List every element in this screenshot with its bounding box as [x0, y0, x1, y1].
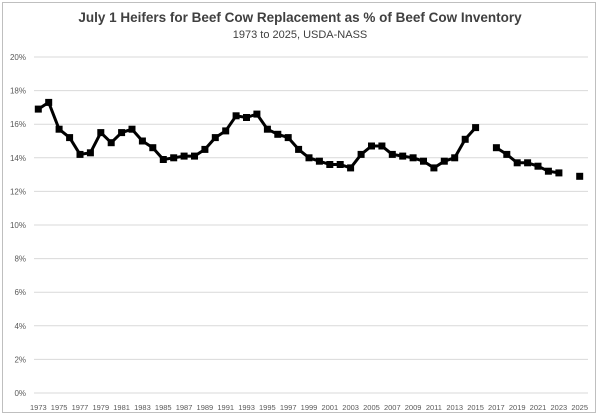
x-tick-label: 2009 — [405, 403, 422, 412]
data-point — [544, 167, 552, 175]
data-point — [253, 110, 261, 118]
series-line — [37, 100, 560, 175]
chart-title: July 1 Heifers for Beef Cow Replacement … — [78, 10, 522, 25]
data-point — [472, 124, 480, 132]
x-tick-label: 2007 — [384, 403, 401, 412]
x-tick-label: 2019 — [509, 403, 526, 412]
x-tick-label: 1987 — [176, 403, 193, 412]
x-tick-label: 1999 — [301, 403, 318, 412]
x-tick-label: 1983 — [134, 403, 151, 412]
data-point — [409, 154, 417, 162]
x-tick-label: 1977 — [72, 403, 89, 412]
y-tick-label: 14% — [10, 154, 26, 163]
data-point — [555, 169, 563, 177]
x-tick-label: 1995 — [259, 403, 276, 412]
data-point — [263, 125, 271, 133]
x-tick-label: 1989 — [197, 403, 214, 412]
x-tick-label: 1985 — [155, 403, 172, 412]
y-axis-ticks: 0% 2% 4% 6% 8% 10% 12% 14% 16% 18% 20% — [10, 53, 26, 398]
data-point — [440, 157, 448, 165]
x-tick-label: 2003 — [342, 403, 359, 412]
y-tick-label: 12% — [10, 187, 26, 196]
data-point — [232, 112, 240, 120]
data-point — [97, 129, 105, 137]
data-point — [326, 161, 334, 168]
x-tick-label: 2001 — [321, 403, 338, 412]
data-point — [201, 145, 209, 153]
series-points — [34, 98, 584, 180]
chart-subtitle: 1973 to 2025, USDA-NASS — [232, 29, 368, 41]
data-point — [45, 98, 53, 106]
y-tick-label: 2% — [14, 355, 26, 364]
data-point — [191, 152, 198, 160]
data-point — [284, 134, 292, 142]
data-point — [420, 157, 427, 165]
data-point — [159, 156, 167, 163]
data-point — [451, 154, 459, 162]
data-point — [107, 139, 115, 147]
x-tick-label: 2025 — [571, 403, 588, 412]
y-tick-label: 18% — [10, 87, 26, 96]
data-point — [295, 145, 303, 153]
x-tick-label: 1997 — [280, 403, 297, 412]
y-tick-label: 0% — [14, 389, 26, 398]
data-point — [118, 129, 126, 137]
y-tick-label: 16% — [10, 120, 26, 129]
data-point — [524, 159, 532, 167]
x-tick-label: 2013 — [446, 403, 463, 412]
data-point — [66, 134, 74, 142]
data-point — [76, 150, 84, 158]
data-point — [170, 154, 178, 162]
data-point — [534, 162, 542, 170]
data-point — [274, 130, 282, 138]
data-point — [378, 142, 386, 150]
y-tick-label: 6% — [14, 288, 26, 297]
data-point — [180, 152, 188, 160]
data-point — [243, 114, 250, 121]
x-tick-label: 1973 — [30, 403, 47, 412]
data-point — [211, 134, 219, 142]
data-point — [368, 142, 375, 150]
data-point — [492, 144, 500, 152]
data-point — [34, 105, 42, 113]
data-point — [399, 152, 407, 160]
data-point — [430, 164, 438, 172]
data-point — [55, 125, 63, 133]
data-point — [86, 149, 94, 157]
data-point — [222, 127, 230, 135]
x-tick-label: 2011 — [426, 403, 442, 412]
x-axis-ticks: 1973 1975 1977 1979 1981 1983 1985 1987 1989 1991… — [30, 403, 588, 412]
x-tick-label: 1979 — [92, 403, 109, 412]
x-tick-label: 1993 — [238, 403, 255, 412]
data-point — [513, 159, 521, 167]
x-tick-label: 1975 — [51, 403, 68, 412]
x-tick-label: 2015 — [467, 403, 484, 412]
x-tick-label: 2023 — [551, 403, 568, 412]
y-tick-label: 8% — [14, 255, 26, 264]
gridlines — [34, 56, 588, 394]
data-point — [461, 135, 469, 143]
data-point — [347, 164, 355, 172]
data-point — [315, 157, 323, 165]
x-tick-label: 1991 — [217, 403, 234, 412]
data-point — [357, 150, 365, 158]
data-point — [576, 172, 584, 180]
y-tick-label: 10% — [10, 221, 26, 230]
x-tick-label: 2005 — [363, 403, 380, 412]
data-point — [388, 150, 396, 158]
x-tick-label: 2021 — [530, 403, 547, 412]
data-point — [128, 125, 136, 133]
x-tick-label: 2017 — [488, 403, 505, 412]
data-point — [305, 154, 313, 162]
y-tick-label: 20% — [10, 53, 26, 62]
data-point — [503, 150, 511, 158]
data-point — [149, 144, 157, 152]
x-tick-label: 1981 — [113, 403, 130, 412]
data-point — [138, 137, 146, 145]
y-tick-label: 4% — [14, 322, 26, 331]
chart-frame — [2, 2, 596, 413]
data-point — [336, 161, 344, 168]
